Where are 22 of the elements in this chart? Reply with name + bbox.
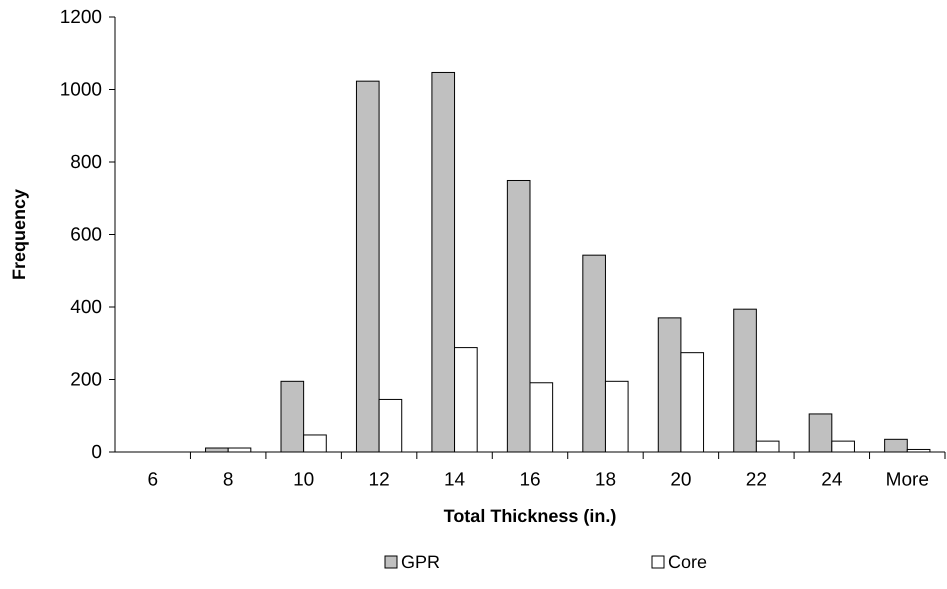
x-tick-label: 14: [444, 469, 466, 490]
x-tick-label: More: [886, 469, 929, 490]
x-tick-label: 22: [746, 469, 767, 490]
y-axis-title: Frequency: [9, 188, 29, 280]
x-tick-label: 24: [821, 469, 843, 490]
x-tick-label: 16: [519, 469, 541, 490]
y-tick-label: 200: [70, 370, 102, 391]
legend-label: Core: [668, 552, 708, 572]
legend-label: GPR: [401, 552, 440, 572]
y-tick-label: 1200: [60, 7, 102, 28]
y-tick-label: 0: [91, 442, 102, 464]
x-tick-label: 12: [368, 469, 390, 490]
x-tick-label: 10: [293, 469, 314, 490]
y-tick-label: 1000: [60, 80, 102, 101]
y-tick-label: 400: [70, 297, 102, 318]
x-tick-label: 18: [594, 469, 616, 490]
y-tick-label: 800: [70, 152, 102, 174]
x-tick-label: 8: [222, 469, 234, 490]
y-tick-label: 600: [70, 224, 102, 246]
x-axis-title: Total Thickness (in.): [444, 506, 616, 526]
x-tick-label: 20: [670, 469, 692, 490]
x-tick-label: 6: [147, 469, 158, 490]
